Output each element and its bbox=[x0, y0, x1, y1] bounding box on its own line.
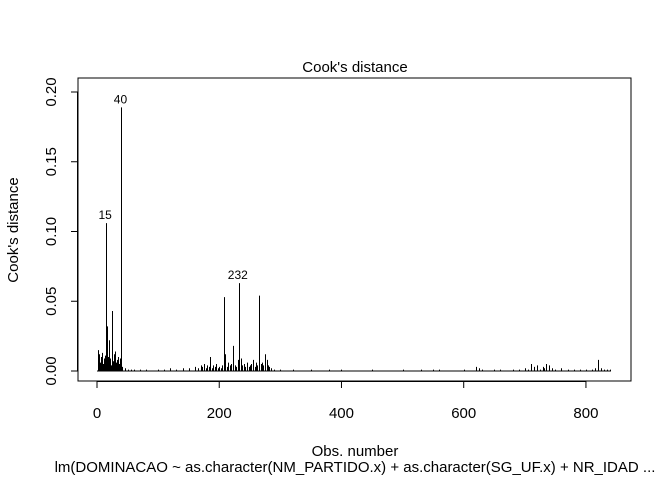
point-label: 40 bbox=[114, 92, 128, 106]
x-tick-label: 600 bbox=[451, 405, 476, 422]
x-axis-label: Obs. number bbox=[312, 443, 399, 460]
x-tick-label: 400 bbox=[329, 405, 354, 422]
point-label: 15 bbox=[98, 208, 112, 222]
y-tick-label: 0.20 bbox=[43, 77, 60, 106]
y-tick-label: 0.15 bbox=[43, 147, 60, 176]
x-tick-label: 800 bbox=[573, 405, 598, 422]
x-tick-label: 0 bbox=[93, 405, 101, 422]
y-tick-label: 0.05 bbox=[43, 287, 60, 316]
x-tick-label: 200 bbox=[207, 405, 232, 422]
y-tick-label: 0.10 bbox=[43, 217, 60, 246]
chart-title: Cook's distance bbox=[302, 59, 407, 76]
chart-subtitle: lm(DOMINACAO ~ as.character(NM_PARTIDO.x… bbox=[55, 459, 656, 476]
x-axis: 0 200 400 600 800 bbox=[93, 381, 598, 422]
y-axis-label: Cook's distance bbox=[5, 177, 22, 282]
bars bbox=[97, 107, 611, 372]
point-label: 232 bbox=[228, 268, 248, 282]
plot-frame bbox=[77, 77, 632, 382]
y-tick-label: 0.00 bbox=[43, 356, 60, 385]
point-labels: 15 40 232 bbox=[98, 92, 248, 282]
y-axis: 0.00 0.05 0.10 0.15 0.20 bbox=[43, 77, 78, 386]
